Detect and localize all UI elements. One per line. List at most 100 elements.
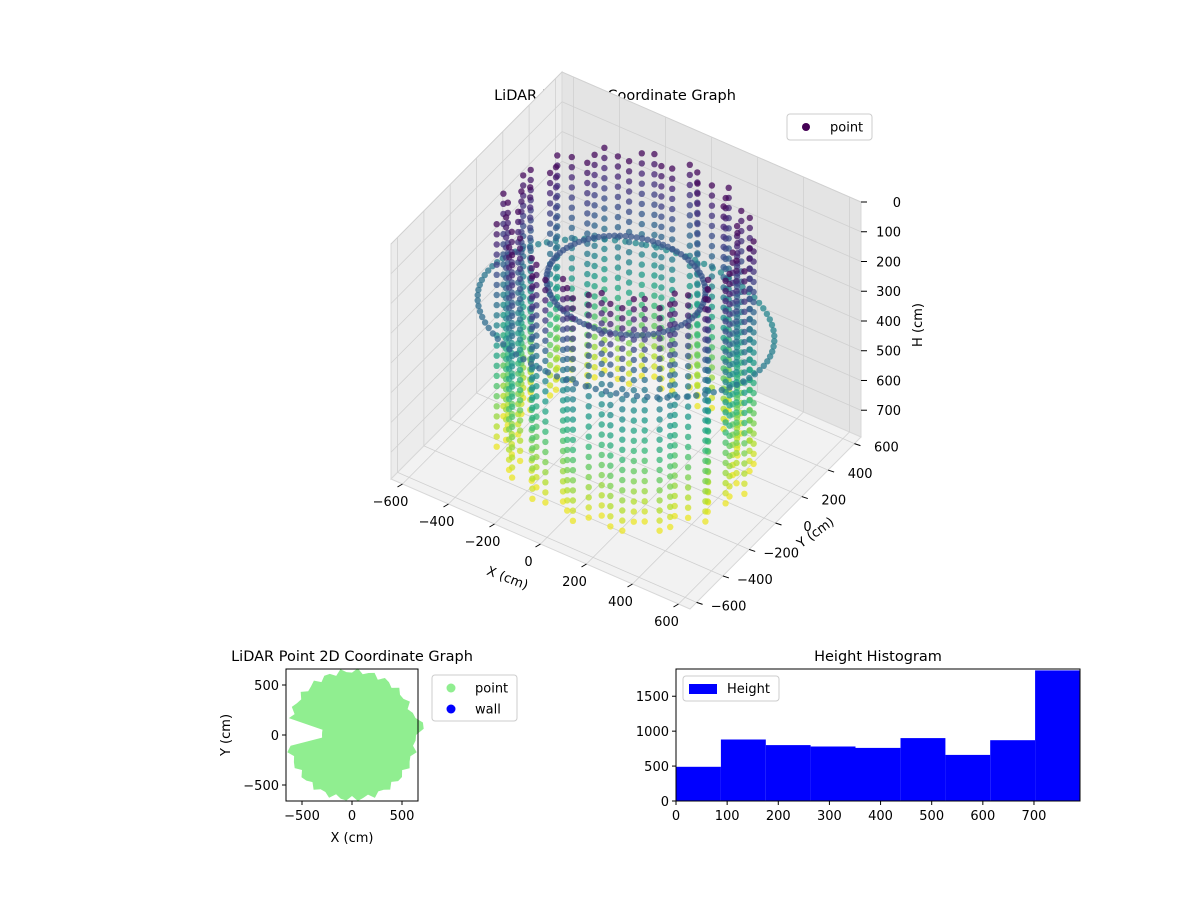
- scatter-point: [756, 366, 763, 374]
- scatter-point: [552, 184, 560, 191]
- scatter-point: [625, 198, 633, 205]
- x-tick-label: 500: [919, 809, 944, 824]
- scatter-point: [515, 228, 522, 236]
- legend-frame: [682, 675, 780, 702]
- scatter-point: [619, 527, 626, 534]
- scatter-point: [722, 429, 729, 436]
- scatter-point: [569, 416, 577, 423]
- scatter-point: [544, 369, 552, 376]
- scatter-point: [614, 163, 622, 170]
- scatter-point: [591, 353, 598, 361]
- scatter-point: [564, 396, 571, 403]
- scatter-point: [564, 305, 571, 312]
- scatter-point: [592, 385, 599, 393]
- scatter-point: [641, 336, 648, 343]
- chart-3d-ylabel: Y (cm): [794, 515, 838, 552]
- scatter-point: [671, 290, 678, 297]
- scatter-point: [598, 482, 605, 489]
- scatter-point: [667, 402, 674, 409]
- scatter-point: [516, 346, 524, 353]
- scatter-point: [591, 192, 598, 199]
- scatter-point: [722, 409, 729, 416]
- scatter-point: [622, 232, 629, 240]
- scatter-point: [694, 342, 701, 349]
- scatter-point: [529, 333, 536, 341]
- scatter-point: [598, 320, 605, 327]
- scatter-point: [746, 397, 753, 404]
- scatter-point: [702, 396, 709, 404]
- scatter-point: [527, 204, 534, 211]
- scatter-point: [516, 427, 524, 434]
- scatter-point: [667, 493, 674, 500]
- scatter-point: [591, 262, 598, 270]
- scatter-point: [630, 447, 637, 455]
- scatter-point: [625, 158, 633, 165]
- scatter-point: [591, 151, 598, 158]
- scatter-point: [766, 316, 773, 323]
- scatter-point: [591, 364, 598, 371]
- scatter-point: [625, 319, 633, 327]
- scatter-point: [506, 346, 513, 353]
- scatter-point: [694, 251, 701, 258]
- scatter-point: [542, 276, 549, 284]
- scatter-point: [656, 345, 663, 352]
- scatter-point: [733, 449, 740, 457]
- scatter-point: [591, 222, 598, 229]
- scatter-point: [529, 384, 536, 391]
- scatter-point: [702, 437, 709, 444]
- scatter-point: [614, 153, 622, 160]
- scatter-point: [508, 292, 516, 299]
- scatter-point: [630, 346, 637, 353]
- scatter-point: [552, 275, 560, 282]
- scatter-point: [590, 324, 598, 332]
- chart-3d-zlabel: H (cm): [911, 303, 926, 347]
- scatter-point: [508, 403, 516, 410]
- scatter-point: [546, 331, 554, 338]
- scatter-point: [651, 252, 658, 259]
- scatter-point: [684, 484, 692, 491]
- scatter-point: [502, 224, 510, 231]
- scatter-point: [607, 452, 614, 459]
- scatter-point: [651, 272, 658, 279]
- scatter-point: [529, 424, 536, 432]
- scatter-point: [591, 303, 598, 310]
- scatter-point: [746, 295, 753, 303]
- legend-label-point: point: [830, 121, 863, 136]
- scatter-point: [619, 365, 626, 373]
- scatter-point: [585, 302, 592, 309]
- scatter-point: [686, 171, 693, 179]
- scatter-point: [651, 292, 658, 299]
- scatter-point: [546, 351, 554, 359]
- gridline-y-floor: [397, 472, 697, 603]
- scatter-point: [607, 361, 614, 368]
- scatter-point: [722, 287, 729, 295]
- scatter-point: [602, 388, 610, 395]
- scatter-point: [569, 497, 577, 504]
- scatter-point: [686, 191, 693, 199]
- scatter-point: [741, 470, 748, 477]
- legend-marker-point: [446, 683, 456, 693]
- scatter-point: [722, 378, 729, 386]
- scatter-point: [667, 412, 674, 419]
- scatter-point: [584, 220, 591, 227]
- scatter-point: [741, 480, 748, 487]
- y-tick-label: 500: [254, 679, 279, 694]
- chart-2d: LiDAR Point 2D Coordinate Graph −500 0 500…: [219, 649, 518, 846]
- scatter-point: [669, 216, 676, 223]
- scatter-point: [607, 442, 614, 449]
- scatter-point: [585, 393, 592, 400]
- scatter-point: [630, 478, 637, 485]
- scatter-point: [516, 275, 524, 283]
- chart-2d-xlabel: X (cm): [331, 831, 374, 846]
- scatter-point: [552, 386, 560, 393]
- scatter-point: [601, 154, 608, 162]
- x-tick-label: 400: [608, 595, 633, 610]
- scatter-point: [638, 180, 645, 187]
- scatter-point: [601, 175, 608, 182]
- scatter-point: [569, 386, 577, 393]
- y-tick-label: 0: [661, 795, 669, 810]
- scatter-point: [651, 343, 658, 350]
- scatter-point: [614, 203, 622, 211]
- scatter-point: [564, 295, 571, 302]
- scatter-point: [686, 212, 693, 219]
